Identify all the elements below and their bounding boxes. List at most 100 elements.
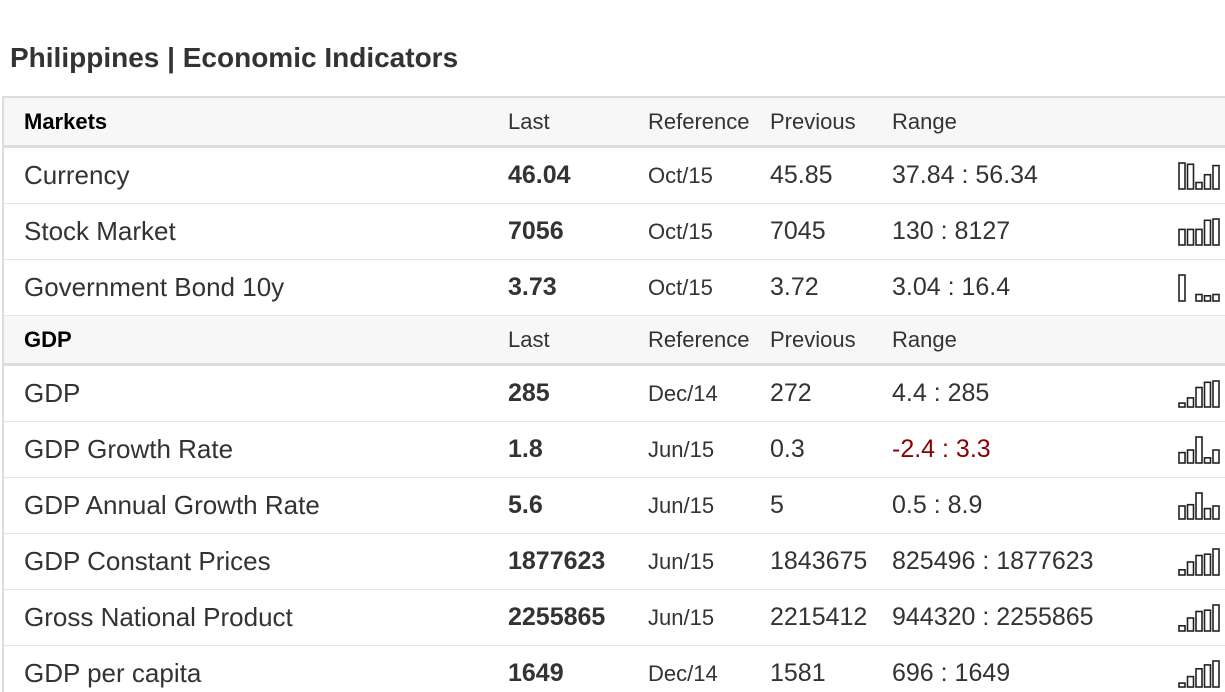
last-value: 7056 [508,217,564,245]
sparkline-bar [1178,228,1186,246]
table-row: Currency 46.04 Oct/15 45.85 37.84 : 56.3… [4,148,1225,204]
sparkline-bar [1212,659,1220,688]
range-value: 825496 : 1877623 [892,547,1094,575]
sparkline-bar [1178,681,1186,688]
indicator-name-link[interactable]: GDP Growth Rate [24,434,234,464]
last-value: 3.73 [508,273,557,301]
table-row: Gross National Product 2255865 Jun/15 22… [4,590,1225,646]
column-header-last: Last [508,326,550,352]
sparkline-bar [1178,624,1186,632]
indicator-name-link[interactable]: Government Bond 10y [24,272,285,302]
section-title[interactable]: Markets [24,108,108,134]
range-value: 4.4 : 285 [892,379,990,407]
sparkline-bar [1212,504,1220,520]
sparkline-icon[interactable] [1177,534,1223,589]
last-value: 1649 [508,659,564,687]
last-value: 1877623 [508,547,606,575]
range-value: 37.84 : 56.34 [892,161,1038,189]
previous-value: 45.85 [770,161,833,189]
column-header-reference: Reference [648,326,750,352]
sparkline-bar [1203,294,1212,302]
sparkline-icon[interactable] [1177,204,1223,259]
sparkline-bar [1186,162,1195,190]
sparkline-icon[interactable] [1177,260,1223,315]
previous-value: 0.3 [770,435,805,463]
reference-date: Oct/15 [648,274,713,300]
sparkline-icon[interactable] [1177,148,1223,203]
sparkline-bar [1195,293,1203,302]
last-value: 285 [508,379,550,407]
last-value: 2255865 [508,603,606,631]
sparkline-bar [1195,554,1203,576]
indicator-name-link[interactable]: GDP [24,378,81,408]
sparkline-bar [1212,379,1220,408]
range-value: 0.5 : 8.9 [892,491,983,519]
sparkline-bar [1195,491,1203,520]
sparkline-bar [1203,456,1212,464]
sparkline-bar [1195,667,1203,688]
sparkline-bar [1178,273,1186,302]
sparkline-bar [1195,610,1203,632]
column-header-range: Range [892,326,957,352]
sparkline-bar [1212,217,1220,246]
range-value: 944320 : 2255865 [892,603,1094,631]
sparkline-bar [1186,448,1195,464]
reference-date: Oct/15 [648,162,713,188]
indicator-name-link[interactable]: GDP Annual Growth Rate [24,490,320,520]
sparkline-bar [1203,663,1212,688]
section-header-gdp: GDP Last Reference Previous Range [4,316,1225,366]
column-header-previous: Previous [770,326,856,352]
reference-date: Dec/14 [648,660,718,686]
last-value: 5.6 [508,491,543,519]
sparkline-bar [1178,451,1186,464]
sparkline-bar [1186,396,1195,408]
sparkline-bar [1203,608,1212,632]
sparkline-icon[interactable] [1177,590,1223,645]
reference-date: Jun/15 [648,548,715,574]
sparkline-bar [1186,616,1195,632]
indicator-name-link[interactable]: Stock Market [24,216,176,246]
table-row: GDP 285 Dec/14 272 4.4 : 285 [4,366,1225,422]
sparkline-bar [1212,547,1220,576]
last-value: 1.8 [508,435,543,463]
sparkline-icon[interactable] [1177,478,1223,533]
sparkline-bar [1212,603,1220,632]
sparkline-icon[interactable] [1177,366,1223,421]
reference-date: Jun/15 [648,492,715,518]
sparkline-bar [1203,507,1212,520]
sparkline-bar [1178,504,1186,520]
sparkline-bar [1203,218,1212,246]
reference-date: Dec/14 [648,380,718,406]
previous-value: 272 [770,379,812,407]
table-row: Government Bond 10y 3.73 Oct/15 3.72 3.0… [4,260,1225,316]
column-header-last: Last [508,108,550,134]
indicator-name-link[interactable]: Currency [24,160,130,190]
indicator-name-link[interactable]: GDP Constant Prices [24,546,271,576]
sparkline-bar [1186,228,1195,246]
last-value: 46.04 [508,161,571,189]
indicator-name-link[interactable]: Gross National Product [24,602,293,632]
sparkline-bar [1195,181,1203,190]
previous-value: 1581 [770,659,826,687]
sparkline-bar [1203,380,1212,408]
sparkline-icon[interactable] [1177,646,1223,692]
table-row: GDP per capita 1649 Dec/14 1581 696 : 16… [4,646,1225,692]
indicator-name-link[interactable]: GDP per capita [24,658,202,688]
page-title: Philippines | Economic Indicators [10,42,459,73]
range-value: 130 : 8127 [892,217,1011,245]
sparkline-bar [1212,164,1220,190]
reference-date: Oct/15 [648,218,713,244]
range-value: 696 : 1649 [892,659,1011,687]
section-title[interactable]: GDP [24,326,72,352]
previous-value: 2215412 [770,603,868,631]
section-header-markets: Markets Last Reference Previous Range [4,98,1225,148]
sparkline-bar [1178,161,1186,190]
sparkline-bar [1212,293,1220,302]
sparkline-bar [1212,448,1220,464]
indicators-table: Markets Last Reference Previous Range Cu… [2,96,1225,692]
sparkline-icon[interactable] [1177,422,1223,477]
sparkline-bar [1203,173,1212,190]
sparkline-bar [1195,386,1203,408]
range-value: -2.4 : 3.3 [892,435,991,463]
